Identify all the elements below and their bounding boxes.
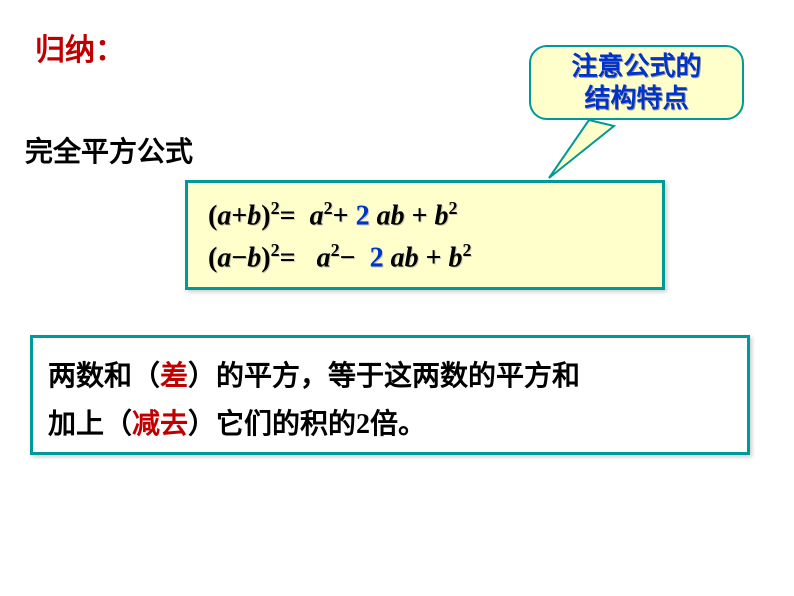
exp-red1: 差 [160,361,188,392]
f1-plus2: + [333,200,349,231]
f2-eq: = [280,243,296,274]
exp-red2: 减去 [132,409,188,440]
f1-b: b [247,200,261,231]
formula-line-2: (a−b)2= a2− 2 ab + b2 [208,237,642,279]
f2-a2exp: 2 [331,240,340,260]
f2-b: b [247,243,261,274]
f2-ab-b: b [405,243,419,274]
callout-box: 注意公式的 结构特点 [529,45,744,120]
callout-tail [529,118,619,188]
subtitle: 完全平方公式 [25,130,193,170]
f2-open: ( [208,243,217,274]
exp-part3: 加上（ [48,409,132,440]
callout-line1: 注意公式的 [571,52,701,81]
exp-part4: ）它们的积的2倍。 [188,409,426,440]
f1-two: 2 [356,200,370,231]
f2-b2: b [449,243,463,274]
f2-a: a [217,243,231,274]
f1-b2exp: 2 [449,198,458,218]
header-title: 归纳： [35,25,125,69]
f1-eq: = [280,200,296,231]
f1-exp: 2 [271,198,280,218]
f1-a2: a [310,200,324,231]
f2-a2: a [317,243,331,274]
f2-exp: 2 [271,240,280,260]
formula-line-1: (a+b)2= a2+ 2 ab + b2 [208,195,642,237]
exp-part1: 两数和（ [48,361,160,392]
f2-minus1: − [231,243,247,274]
f1-a: a [217,200,231,231]
explanation-box: 两数和（差）的平方，等于这两数的平方和加上（减去）它们的积的2倍。 [30,335,750,455]
f1-open: ( [208,200,217,231]
f1-ab-b: b [391,200,405,231]
callout-line2: 结构特点 [584,84,688,113]
exp-part2: ）的平方，等于这两数的平方和 [188,361,580,392]
f1-plus1: + [231,200,247,231]
f2-b2exp: 2 [463,240,472,260]
f2-plus3: + [426,243,442,274]
f1-ab-a: a [377,200,391,231]
f1-a2exp: 2 [324,198,333,218]
f2-ab-a: a [391,243,405,274]
f1-close: ) [261,200,270,231]
f2-two: 2 [370,243,384,274]
explanation-text: 两数和（差）的平方，等于这两数的平方和加上（减去）它们的积的2倍。 [48,353,732,448]
f2-minus2: − [340,243,356,274]
callout-text: 注意公式的 结构特点 [571,51,701,113]
f1-b2: b [435,200,449,231]
f1-plus3: + [412,200,428,231]
f2-close: ) [261,243,270,274]
formula-box: (a+b)2= a2+ 2 ab + b2 (a−b)2= a2− 2 ab +… [185,180,665,290]
